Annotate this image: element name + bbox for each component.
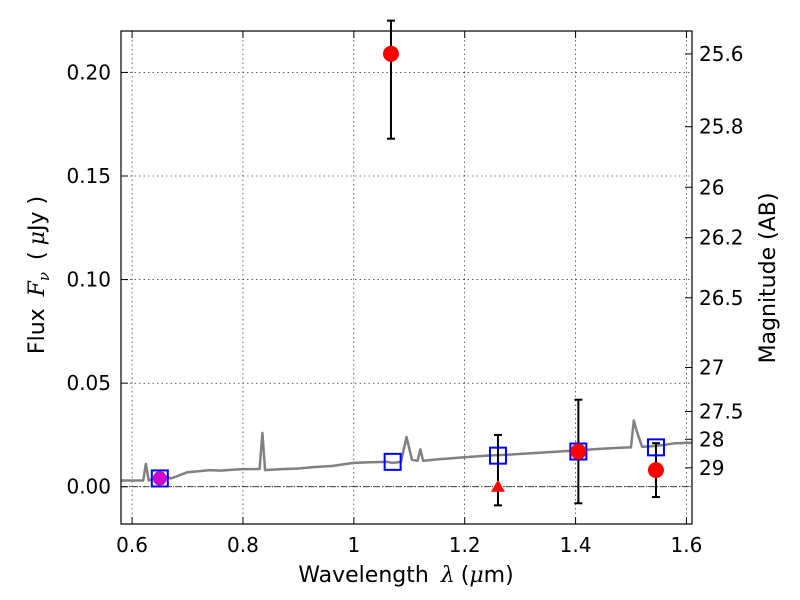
- mag-tick-label: 26.2: [699, 226, 744, 250]
- error-bars: [155, 19, 660, 507]
- model-photometry-square: [488, 446, 507, 465]
- mag-tick-label: 27: [699, 356, 724, 380]
- model-photometry-square: [383, 452, 402, 471]
- plot-frame: [120, 30, 693, 525]
- x-tick-label: 1.6: [671, 533, 703, 557]
- model-spectrum: [121, 419, 693, 482]
- y-tick-label: 0.10: [66, 268, 111, 292]
- x-tick-label: 0.8: [227, 533, 259, 557]
- model-spectrum-line: [121, 419, 693, 482]
- x-tick-label: 1: [347, 533, 360, 557]
- upper-limit-marker: [490, 479, 505, 492]
- mag-tick-label: 26: [699, 175, 724, 199]
- mag-tick-label: 27.5: [699, 400, 744, 424]
- mag-tick-label: 26.5: [699, 286, 744, 310]
- x-tick-label: 0.6: [116, 533, 148, 557]
- y2-axis-label: Magnitude (AB): [756, 193, 781, 364]
- mag-tick-label: 29: [699, 456, 724, 480]
- mag-tick-label: 25.6: [699, 42, 744, 66]
- axis-ticks: 0.6 0.8 1 1.2 1.4 1.6 0.00 0.05 0.10 0.15 0.20 25.6…: [66, 31, 744, 557]
- data-markers: [150, 45, 665, 492]
- model-photometry-square: [646, 438, 665, 457]
- observed-point: [570, 443, 587, 460]
- model-photometry-square: [150, 469, 169, 488]
- x-tick-label: 1.4: [560, 533, 592, 557]
- observed-point: [382, 45, 399, 62]
- x-axis-label: Wavelength λ (μm): [298, 563, 513, 588]
- y-tick-label: 0.15: [66, 164, 111, 188]
- observed-point: [647, 462, 664, 479]
- optical-point: [152, 471, 167, 486]
- y-axis-label: FluxFν(μJy ): [25, 196, 53, 354]
- x-tick-label: 1.2: [449, 533, 481, 557]
- y-tick-label: 0.05: [66, 371, 111, 395]
- y-tick-label: 0.20: [66, 60, 111, 84]
- plot-area-border: [120, 30, 693, 525]
- y-tick-label: 0.00: [66, 475, 111, 499]
- mag-tick-label: 25.8: [699, 115, 744, 139]
- grid-lines: [121, 31, 692, 524]
- mag-tick-label: 28: [699, 427, 724, 451]
